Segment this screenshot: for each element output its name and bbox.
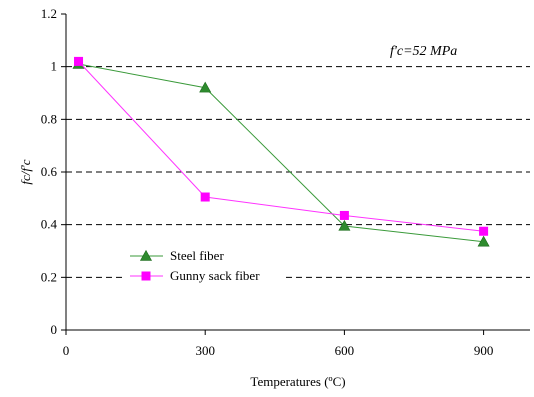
y-tick-label: 0.6 (41, 164, 58, 179)
y-tick-label: 1 (51, 59, 58, 74)
legend-gunny-sack-fiber-marker (141, 271, 151, 281)
legend-gunny-sack-fiber-label: Gunny sack fiber (170, 268, 260, 283)
y-ticks: 0 0.2 0.4 0.6 0.8 1 1.2 (41, 6, 66, 337)
x-ticks: 0 300 600 900 (63, 330, 494, 358)
series-group (72, 56, 490, 247)
y-tick-label: 0.2 (41, 269, 57, 284)
legend-steel-fiber-label: Steel fiber (170, 248, 224, 263)
gunny-sack-fiber-point (339, 210, 349, 220)
legend-steel-fiber-marker (139, 249, 153, 261)
x-axis-label: Temperatures (ºC) (250, 374, 345, 389)
y-tick-label: 0 (51, 322, 58, 337)
x-tick-label: 300 (195, 343, 215, 358)
grid-lines (66, 66, 530, 278)
x-tick-label: 900 (474, 343, 494, 358)
steel-fiber-point (199, 81, 212, 93)
annotation-text: f'c=52 MPa (390, 44, 457, 59)
legend: Steel fiber Gunny sack fiber (126, 243, 286, 287)
y-tick-label: 0.8 (41, 111, 57, 126)
gunny-sack-fiber-point (74, 56, 84, 66)
steel-fiber-point (477, 235, 490, 247)
steel-fiber-line (78, 63, 484, 243)
x-tick-label: 600 (335, 343, 355, 358)
gunny-sack-fiber-point (200, 192, 210, 202)
steel-fiber-point (338, 219, 351, 231)
annotation-backdrop (382, 38, 502, 62)
y-axis-label: fc/f'c (18, 159, 33, 184)
y-tick-label: 1.2 (41, 6, 57, 21)
legend-backdrop (126, 243, 286, 287)
gunny-sack-fiber-point (479, 226, 489, 236)
gunny-sack-fiber-line (78, 61, 484, 232)
y-tick-label: 0.4 (41, 217, 58, 232)
x-tick-label: 0 (63, 343, 70, 358)
